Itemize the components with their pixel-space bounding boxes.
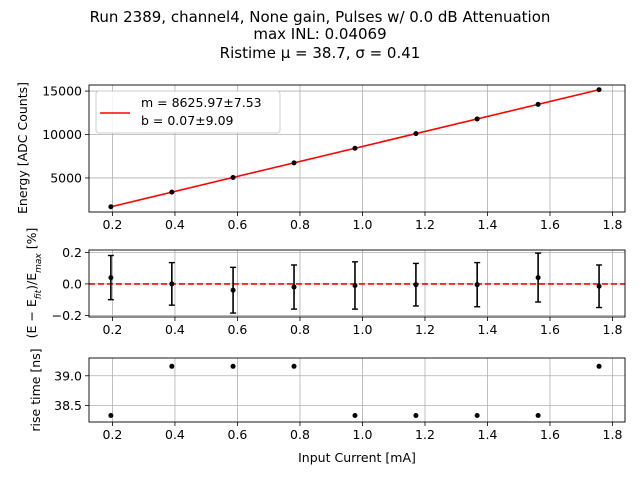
title-line-2: max INL: 0.04069: [253, 25, 386, 43]
residual-x-tick-label-0: 0.2: [102, 322, 122, 337]
residual-point-5: [413, 282, 419, 288]
rise-time-panel: 0.2 0.4 0.6 0.8 1.0 1.2 1.4 1.6 1.8 38.5 39.0 rise …: [28, 348, 626, 465]
residual-y-tick-label-0: −0.2: [52, 308, 82, 323]
rise_time-point-5: [413, 412, 419, 418]
residual-point-3: [291, 284, 297, 290]
energy-y-tick-label-1: 10000: [42, 127, 82, 142]
residual-y-axis-label-part-4: [%]: [24, 228, 39, 254]
rise_time-point-1: [169, 363, 175, 369]
rise_time-point-8: [596, 363, 602, 369]
legend-entry-b: b = 0.07±9.09: [141, 113, 234, 128]
rise_time-x-tick-label-1: 0.4: [165, 427, 185, 442]
energy-point-0: [108, 204, 114, 210]
energy-x-tick-label-5: 1.2: [415, 217, 435, 232]
residual-point-7: [535, 275, 541, 281]
energy-x-tick-label-3: 0.8: [290, 217, 310, 232]
energy-point-4: [352, 145, 358, 151]
rise_time-point-2: [230, 363, 236, 369]
rise_time-point-0: [108, 412, 114, 418]
residual-x-tick-label-7: 1.6: [540, 322, 560, 337]
residual-x-tick-label-8: 1.8: [603, 322, 623, 337]
energy-x-tick-label-8: 1.8: [603, 217, 623, 232]
rise_time-y-axis-label: rise time [ns]: [28, 348, 43, 431]
energy-point-6: [474, 116, 480, 122]
residual-point-1: [169, 281, 175, 287]
residual-y-axis-label-part-0: (E − E: [24, 299, 39, 338]
rise_time-x-tick-label-0: 0.2: [102, 427, 122, 442]
energy-point-3: [291, 160, 297, 166]
energy-point-2: [230, 175, 236, 181]
energy-point-1: [169, 189, 175, 195]
residual-point-8: [596, 283, 602, 289]
energy-x-tick-label-0: 0.2: [102, 217, 122, 232]
rise_time-y-tick-label-0: 38.5: [54, 398, 82, 413]
rise_time-x-tick-label-2: 0.6: [228, 427, 248, 442]
energy-x-tick-label-4: 1.0: [353, 217, 373, 232]
energy-point-5: [413, 131, 419, 137]
energy-x-tick-label-1: 0.4: [165, 217, 185, 232]
legend-box: [95, 90, 281, 134]
energy-x-tick-label-7: 1.6: [540, 217, 560, 232]
residual-y-tick-label-2: 0.2: [62, 245, 82, 260]
energy-x-tick-label-2: 0.6: [228, 217, 248, 232]
rise_time-grid: [89, 358, 625, 422]
rise_time-x-tick-label-5: 1.2: [415, 427, 435, 442]
residual-point-2: [230, 287, 236, 293]
energy-point-7: [535, 101, 541, 107]
residual-point-6: [474, 282, 480, 288]
energy-x-tick-label-6: 1.4: [478, 217, 498, 232]
energy-y-tick-label-2: 15000: [42, 84, 82, 99]
rise_time-point-3: [291, 363, 297, 369]
residual-x-tick-label-5: 1.2: [415, 322, 435, 337]
rise_time-x-tick-label-8: 1.8: [603, 427, 623, 442]
residual-x-tick-label-2: 0.6: [228, 322, 248, 337]
rise_time-x-tick-label-6: 1.4: [478, 427, 498, 442]
rise_time-point-6: [474, 412, 480, 418]
residual-x-tick-label-6: 1.4: [478, 322, 498, 337]
energy-frame: [88, 84, 626, 213]
energy-y-tick-label-0: 5000: [50, 170, 82, 185]
rise_time-y-tick-label-1: 39.0: [54, 368, 82, 383]
residual-y-tick-label-1: 0.0: [62, 276, 82, 291]
residual-y-axis-label-part-2: )/E: [24, 273, 39, 290]
residual-frame: [88, 249, 626, 318]
rise_time-point-7: [535, 412, 541, 418]
energy-y-axis-label: Energy [ADC Counts]: [15, 82, 30, 214]
residual-y-axis-label-part-1: fit: [34, 289, 44, 299]
rise_time-point-4: [352, 412, 358, 418]
rise_time-x-tick-label-4: 1.0: [353, 427, 373, 442]
residual-panel: 0.2 0.4 0.6 0.8 1.0 1.2 1.4 1.6 1.8 −0.2 0.0 0.2 (E …: [24, 228, 626, 339]
residual-x-tick-label-4: 1.0: [353, 322, 373, 337]
title-line-3: Ristime μ = 38.7, σ = 0.41: [220, 44, 421, 62]
residual-y-axis-label-part-3: max: [34, 253, 44, 273]
rise_time-x-axis-label: Input Current [mA]: [298, 450, 416, 465]
rise_time-x-tick-label-3: 0.8: [290, 427, 310, 442]
legend: m = 8625.97±7.53 b = 0.07±9.09: [95, 90, 281, 134]
rise_time-x-tick-label-7: 1.6: [540, 427, 560, 442]
rise_time-frame: [88, 357, 626, 423]
residual-point-0: [108, 275, 114, 281]
title-line-1: Run 2389, channel4, None gain, Pulses w/…: [90, 8, 551, 26]
energy-point-8: [596, 87, 602, 93]
residual-y-axis-label: (E − Efit)/Emax [%]: [24, 228, 44, 339]
legend-entry-m: m = 8625.97±7.53: [141, 95, 262, 110]
residual-x-tick-label-1: 0.4: [165, 322, 185, 337]
residual-x-tick-label-3: 0.8: [290, 322, 310, 337]
residual-point-4: [352, 282, 358, 288]
